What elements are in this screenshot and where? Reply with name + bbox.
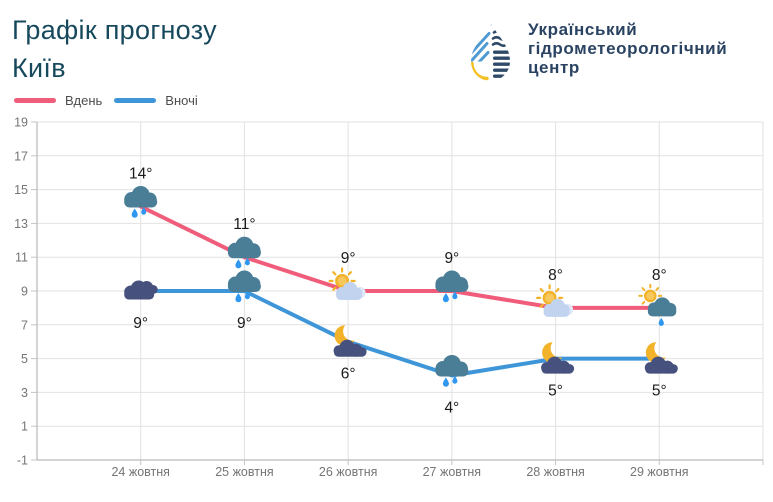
y-tick-label: 17 xyxy=(14,149,28,163)
y-tick-label: 9 xyxy=(21,285,28,299)
temp-label: 9° xyxy=(237,315,252,332)
y-tick-label: -1 xyxy=(17,454,28,468)
x-axis-label: 26 жовтня xyxy=(319,465,377,479)
forecast-chart: 19 17 15 13 11 9 7 5 3 1 -1 24 жовтня 25 жовтня 26 жо… xyxy=(14,116,764,479)
x-axis-label: 27 жовтня xyxy=(423,465,481,479)
page-title-line1: Графік прогнозу xyxy=(12,15,217,45)
y-tick-label: 5 xyxy=(21,352,28,366)
page-title: Графік прогнозу Київ xyxy=(12,11,217,87)
moon-cloud-icon xyxy=(645,342,678,374)
x-axis-label: 24 жовтня xyxy=(111,465,169,479)
y-tick-label: 7 xyxy=(21,318,28,332)
uhmc-logo-text-line3: центр xyxy=(528,58,580,77)
temp-label: 14° xyxy=(129,166,152,183)
cloudy-icon xyxy=(124,280,158,300)
uhmc-logo-text-line1: Український xyxy=(528,20,638,39)
chart-legend: Вдень Вночі xyxy=(14,93,210,108)
page-title-city: Київ xyxy=(12,53,66,83)
temp-label: 9° xyxy=(341,250,356,267)
temp-label: 9° xyxy=(133,315,148,332)
legend-night-swatch-icon xyxy=(114,98,157,103)
series-line-night xyxy=(138,289,662,378)
legend-item-night[interactable]: Вночі xyxy=(114,93,198,108)
x-axis-label: 25 жовтня xyxy=(215,465,273,479)
y-tick-label: 11 xyxy=(15,251,28,265)
temp-label: 5° xyxy=(548,383,563,400)
uhmc-logo-text-line2: гідрометеорологічний xyxy=(528,39,728,58)
temp-label: 9° xyxy=(444,250,459,267)
temp-label: 5° xyxy=(652,383,667,400)
legend-item-day[interactable]: Вдень xyxy=(14,93,102,108)
sun-cloud-icon xyxy=(328,267,367,302)
x-axis-label: 28 жовтня xyxy=(526,465,584,479)
temp-label: 4° xyxy=(444,400,459,417)
y-tick-label: 13 xyxy=(14,217,28,231)
temp-label: 8° xyxy=(548,267,563,284)
y-tick-label: 1 xyxy=(21,420,28,434)
y-tick-label: 19 xyxy=(14,116,28,130)
legend-night-label: Вночі xyxy=(165,93,198,108)
legend-day-swatch-icon xyxy=(14,98,56,103)
moon-cloud-icon xyxy=(334,325,367,357)
x-axis-label: 29 жовтня xyxy=(630,465,688,479)
uhmc-logo-text: Український гідрометеорологічний центр xyxy=(528,20,727,77)
y-tick-label: 3 xyxy=(21,386,28,400)
legend-day-label: Вдень xyxy=(65,93,103,108)
uhmc-logo-drop-icon xyxy=(471,22,510,82)
temp-label: 8° xyxy=(652,267,667,284)
temp-label: 6° xyxy=(341,366,356,383)
y-tick-label: 15 xyxy=(14,183,28,197)
temp-label: 11° xyxy=(233,216,255,233)
